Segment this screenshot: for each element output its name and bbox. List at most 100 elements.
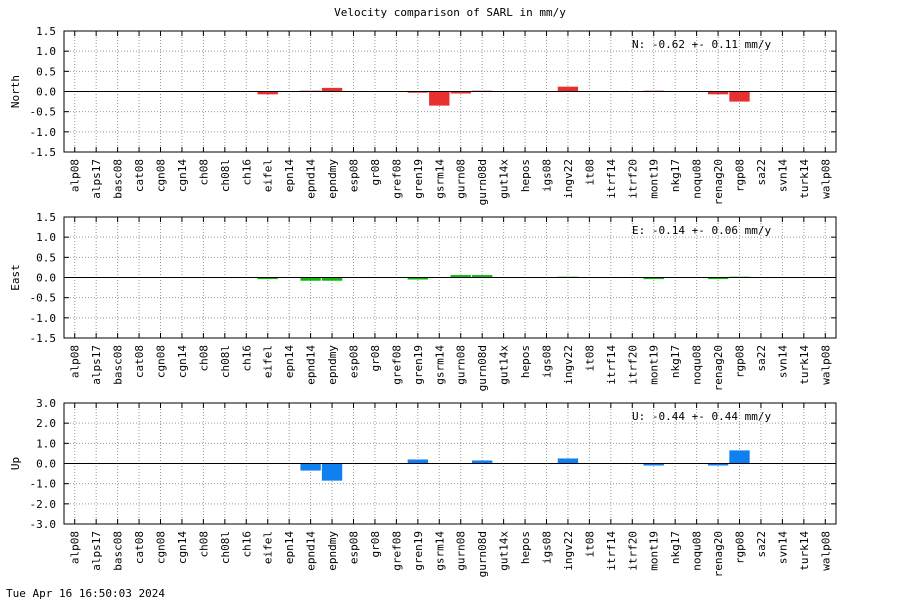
- x-tick-label: gref08: [390, 345, 403, 385]
- x-tick-label: ch08: [197, 159, 210, 186]
- x-tick-label: walp08: [819, 531, 832, 571]
- x-tick-label: cgn14: [176, 159, 189, 192]
- x-tick-label: gurn08d: [476, 531, 489, 577]
- x-tick-label: itrf20: [626, 531, 639, 571]
- x-tick-label: noqu08: [691, 531, 704, 571]
- x-tick-label: it08: [583, 159, 596, 186]
- x-tick-label: gref08: [390, 159, 403, 199]
- x-tick-label: epn14: [283, 159, 296, 192]
- x-tick-label: epndmy: [326, 531, 339, 571]
- x-tick-label: mont19: [648, 531, 661, 571]
- y-tick-label: -1.0: [30, 126, 57, 139]
- bar-mont19: [643, 277, 664, 280]
- bar-ingv22: [557, 86, 579, 92]
- x-tick-label: noqu08: [691, 345, 704, 385]
- y-tick-label: 1.5: [36, 211, 56, 224]
- x-tick-label: gut14x: [498, 159, 511, 199]
- x-tick-label: gren19: [412, 345, 425, 385]
- bar-gren19: [407, 277, 429, 280]
- x-tick-label: epn14: [283, 345, 296, 378]
- x-tick-label: svn14: [776, 345, 789, 378]
- plot-frame: [63, 402, 837, 525]
- x-tick-label: ch08l: [219, 345, 232, 378]
- x-tick-label: gut14x: [498, 531, 511, 571]
- x-tick-label: igs08: [541, 531, 554, 564]
- x-tick-label: gren19: [412, 159, 425, 199]
- bar-mont19: [643, 463, 664, 466]
- x-tick-label: itrf14: [605, 531, 618, 571]
- x-tick-label: walp08: [819, 345, 832, 385]
- x-tick-label: alps17: [90, 531, 103, 571]
- y-tick-label: -1.5: [30, 146, 57, 159]
- x-tick-label: alps17: [90, 159, 103, 199]
- x-tick-label: ingv22: [562, 345, 575, 385]
- x-tick-label: epnd14: [305, 345, 318, 385]
- x-tick-label: ch08l: [219, 531, 232, 564]
- x-tick-label: eifel: [262, 531, 275, 564]
- bar-gren19: [407, 91, 429, 93]
- x-tick-label: gsrm14: [433, 531, 446, 571]
- x-tick-label: esp08: [348, 345, 361, 378]
- bar-eifel: [257, 91, 278, 95]
- x-tick-label: gr08: [369, 531, 382, 558]
- bar-epnd14: [300, 277, 321, 281]
- x-tick-label: turk14: [798, 159, 811, 199]
- x-tick-label: hepos: [519, 345, 532, 378]
- x-tick-label: eifel: [262, 345, 275, 378]
- x-tick-label: gsrm14: [433, 159, 446, 199]
- bar-gurn08d: [471, 275, 493, 278]
- bar-renag20: [707, 91, 729, 95]
- y-tick-label: 1.0: [36, 231, 56, 244]
- x-tick-label: itrf20: [626, 345, 639, 385]
- bar-ingv22: [557, 458, 579, 464]
- bar-gurn08: [450, 91, 471, 94]
- x-tick-label: sa22: [755, 531, 768, 558]
- y-tick-label: 0.0: [36, 86, 56, 99]
- stats-annotation: N: -0.62 +- 0.11 mm/y: [632, 38, 771, 51]
- x-tick-label: it08: [583, 345, 596, 372]
- x-tick-label: it08: [583, 531, 596, 558]
- x-tick-label: walp08: [819, 159, 832, 199]
- x-tick-label: ch16: [240, 531, 253, 558]
- y-tick-label: -2.0: [30, 498, 57, 511]
- y-tick-label: 1.0: [36, 45, 56, 58]
- x-tick-label: cat08: [133, 345, 146, 378]
- x-tick-label: svn14: [776, 531, 789, 564]
- x-tick-label: hepos: [519, 531, 532, 564]
- x-tick-label: ch08: [197, 345, 210, 372]
- x-tick-label: gren19: [412, 531, 425, 571]
- x-tick-label: gurn08: [455, 159, 468, 199]
- x-tick-label: gsrm14: [433, 345, 446, 385]
- y-tick-label: 0.5: [36, 65, 56, 78]
- x-tick-label: epnd14: [305, 159, 318, 199]
- x-tick-label: renag20: [712, 531, 725, 577]
- x-tick-label: alps17: [90, 345, 103, 385]
- x-tick-label: mont19: [648, 345, 661, 385]
- bar-rgp08: [729, 91, 750, 102]
- x-tick-label: svn14: [776, 159, 789, 192]
- x-tick-label: esp08: [348, 531, 361, 564]
- x-tick-label: esp08: [348, 159, 361, 192]
- x-tick-label: alp08: [69, 531, 82, 564]
- x-tick-label: mont19: [648, 159, 661, 199]
- x-tick-label: sa22: [755, 345, 768, 372]
- y-tick-label: 2.0: [36, 417, 56, 430]
- x-tick-label: itrf14: [605, 159, 618, 199]
- x-tick-label: noqu08: [691, 159, 704, 199]
- x-tick-label: rgp08: [734, 159, 747, 192]
- x-tick-label: cgn08: [155, 531, 168, 564]
- x-tick-label: ch08l: [219, 159, 232, 192]
- bar-eifel: [257, 277, 278, 280]
- y-tick-label: -1.0: [30, 312, 57, 325]
- x-tick-label: basc08: [112, 159, 125, 199]
- y-tick-label: 0.0: [36, 458, 56, 471]
- x-tick-label: cat08: [133, 159, 146, 192]
- stats-annotation: E: -0.14 +- 0.06 mm/y: [632, 224, 771, 237]
- x-tick-label: itrf14: [605, 345, 618, 385]
- x-tick-label: hepos: [519, 159, 532, 192]
- y-tick-label: -1.5: [30, 332, 57, 345]
- x-tick-label: gut14x: [498, 345, 511, 385]
- x-tick-label: ch16: [240, 345, 253, 372]
- x-tick-label: itrf20: [626, 159, 639, 199]
